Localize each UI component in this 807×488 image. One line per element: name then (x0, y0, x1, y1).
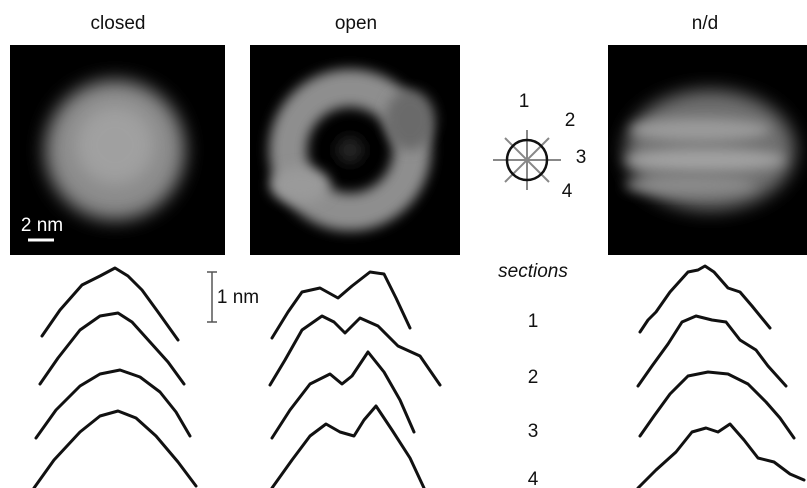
diagram-label: 3 (576, 147, 587, 168)
sections-title: sections (498, 261, 568, 282)
diagram-label: 2 (565, 110, 576, 131)
section-label: 4 (528, 469, 539, 488)
panel-title: closed (91, 13, 146, 34)
section-label: 1 (528, 311, 539, 332)
scale-label: 2 nm (21, 215, 63, 236)
section-diagram (493, 130, 561, 190)
panel-title: open (335, 13, 377, 34)
height-scale (207, 271, 217, 323)
section-label: 3 (528, 421, 539, 442)
afm-image (608, 45, 807, 255)
nd-profiles (636, 264, 806, 488)
diagram-label: 4 (562, 181, 573, 202)
height-scale-label: 1 nm (217, 287, 259, 308)
closed-profiles (32, 266, 198, 488)
section-label: 2 (528, 367, 539, 388)
diagram-label: 1 (519, 91, 530, 112)
afm-image (250, 45, 460, 255)
panel-title: n/d (692, 13, 718, 34)
open-profiles (268, 270, 442, 488)
afm-image (10, 45, 225, 255)
